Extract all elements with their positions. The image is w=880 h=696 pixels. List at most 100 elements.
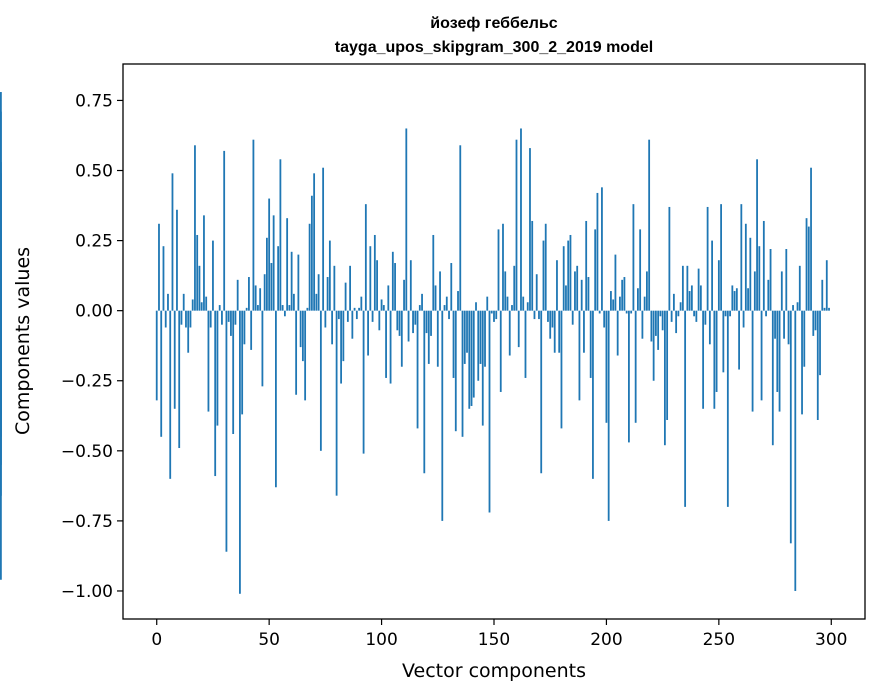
bar-36 (236, 279, 239, 311)
bar-150 (493, 310, 495, 322)
bar-210 (628, 310, 630, 443)
bar-204 (614, 254, 617, 311)
bar-undefined (0, 310, 2, 437)
bar-163 (522, 296, 525, 311)
bar-234 (681, 265, 684, 311)
bar-14 (187, 310, 190, 353)
bar-251 (720, 204, 722, 311)
bar-290 (807, 226, 810, 311)
bar-176 (551, 310, 554, 328)
x-axis-label: Vector components (402, 660, 586, 682)
bar-94 (367, 310, 369, 356)
bar-92 (362, 310, 365, 454)
x-tick-label: 300 (815, 630, 847, 650)
bar-138 (466, 310, 468, 353)
bar-65 (301, 310, 304, 362)
bar-183 (567, 240, 570, 311)
bar-264 (749, 237, 752, 311)
bar-263 (747, 288, 749, 311)
bar-243 (702, 310, 705, 409)
bar-77 (328, 240, 331, 311)
bar-23 (207, 310, 210, 412)
bar-37 (239, 310, 241, 594)
bar-299 (828, 307, 830, 311)
bar-61 (292, 293, 295, 311)
bar-205 (616, 310, 619, 356)
x-tick-label: 100 (365, 630, 397, 650)
bar-114 (412, 310, 414, 334)
bar-69 (310, 195, 313, 311)
bar-282 (789, 310, 792, 544)
bar-26 (214, 310, 217, 477)
bar-193 (589, 310, 592, 378)
bar-33 (230, 310, 232, 336)
bar-137 (463, 310, 466, 364)
bar-29 (221, 310, 223, 325)
bar-70 (313, 173, 316, 311)
bar-56 (281, 305, 284, 311)
bar-43 (252, 139, 255, 311)
bar-47 (261, 310, 264, 387)
bar-178 (556, 260, 558, 311)
bar-168 (533, 310, 536, 320)
bar-266 (753, 271, 756, 311)
bar-235 (684, 310, 687, 507)
bar-46 (259, 288, 262, 311)
bar-149 (490, 310, 493, 314)
bar-259 (738, 310, 740, 370)
bar-80 (335, 310, 338, 496)
bar-296 (821, 279, 824, 311)
bar-18 (196, 234, 199, 311)
y-tick-label: −0.75 (61, 512, 113, 532)
bar-236 (686, 265, 689, 311)
x-tick-label: 0 (151, 630, 162, 650)
bar-66 (304, 310, 307, 401)
bar-277 (778, 310, 781, 412)
bar-171 (540, 310, 543, 474)
bar-194 (592, 310, 594, 479)
x-axis-ticks: 0 50 100 150 200 250 300 (151, 619, 847, 650)
bar-285 (796, 302, 799, 311)
bar-269 (760, 310, 763, 401)
bar-165 (526, 302, 529, 311)
bar-154 (502, 223, 504, 311)
bar-294 (816, 310, 819, 420)
bar-124 (434, 285, 437, 311)
bar-202 (610, 291, 612, 311)
bar-27 (216, 310, 219, 426)
bar-81 (337, 310, 340, 320)
bar-297 (823, 307, 826, 311)
bar-184 (569, 234, 572, 311)
bar-198 (601, 187, 603, 311)
bar-39 (243, 310, 246, 345)
bar-79 (333, 265, 336, 311)
bar-105 (391, 251, 394, 311)
bar-131 (450, 263, 453, 311)
bar-16 (191, 299, 194, 311)
bar-231 (675, 310, 678, 334)
y-axis-label: Components values (12, 247, 34, 435)
bar-258 (735, 288, 738, 311)
bar-84 (344, 282, 347, 311)
bar-226 (663, 310, 666, 446)
bar-91 (360, 296, 363, 311)
bar-187 (576, 265, 579, 311)
bar-158 (511, 305, 513, 311)
bar-78 (331, 310, 334, 345)
bar-260 (740, 204, 743, 311)
bar-34 (232, 310, 235, 434)
bar-253 (724, 310, 727, 317)
bar-102 (385, 310, 387, 378)
bar-215 (639, 229, 642, 311)
bar-145 (481, 310, 484, 426)
bar-160 (515, 139, 518, 311)
bar-248 (713, 310, 716, 409)
x-tick-label: 250 (703, 630, 735, 650)
bar-2 (160, 310, 163, 437)
bar-206 (619, 296, 621, 311)
bar-22 (205, 296, 208, 311)
bar-40 (245, 307, 248, 311)
bar-262 (744, 223, 747, 311)
bar-88 (353, 307, 356, 311)
